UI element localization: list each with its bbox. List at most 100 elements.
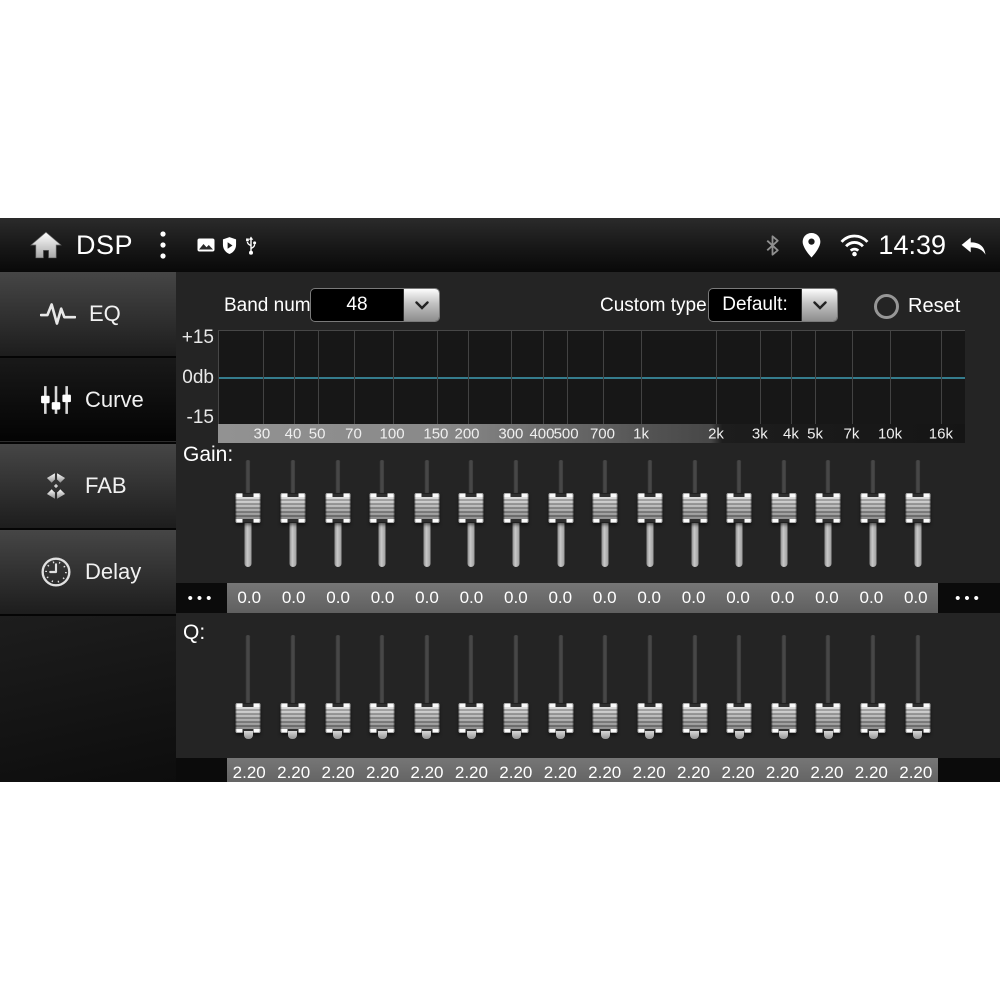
slider-thumb[interactable] [637, 493, 663, 523]
slider-track-upper[interactable] [379, 635, 386, 723]
gain-slider[interactable] [271, 460, 316, 567]
slider-thumb[interactable] [815, 703, 841, 733]
slider-track-upper[interactable] [646, 635, 653, 723]
gain-slider[interactable] [806, 460, 851, 567]
slider-track-upper[interactable] [825, 460, 832, 510]
slider-track-upper[interactable] [691, 460, 698, 510]
slider-track-upper[interactable] [780, 635, 787, 723]
q-slider[interactable] [806, 635, 851, 738]
slider-track-upper[interactable] [468, 635, 475, 723]
slider-thumb[interactable] [548, 703, 574, 733]
slider-thumb[interactable] [280, 493, 306, 523]
slider-track-lower[interactable] [691, 510, 699, 567]
gain-slider[interactable] [405, 460, 450, 567]
slider-track-lower[interactable] [244, 510, 252, 567]
slider-thumb[interactable] [726, 703, 752, 733]
q-slider[interactable] [895, 635, 940, 738]
slider-track-upper[interactable] [334, 460, 341, 510]
slider-track-lower[interactable] [735, 510, 743, 567]
gain-slider[interactable] [717, 460, 762, 567]
slider-track-upper[interactable] [914, 635, 921, 723]
sidebar-item-eq[interactable]: EQ [0, 272, 176, 358]
gain-slider[interactable] [315, 460, 360, 567]
q-slider[interactable] [449, 635, 494, 738]
slider-track-upper[interactable] [379, 460, 386, 510]
slider-track-upper[interactable] [245, 635, 252, 723]
slider-thumb[interactable] [235, 493, 261, 523]
slider-track-upper[interactable] [825, 635, 832, 723]
slider-thumb[interactable] [905, 703, 931, 733]
slider-track-upper[interactable] [468, 460, 475, 510]
q-slider[interactable] [762, 635, 807, 738]
slider-thumb[interactable] [860, 703, 886, 733]
slider-thumb[interactable] [682, 493, 708, 523]
slider-track-lower[interactable] [601, 510, 609, 567]
slider-thumb[interactable] [815, 493, 841, 523]
slider-track-lower[interactable] [467, 510, 475, 567]
slider-thumb[interactable] [771, 703, 797, 733]
gain-slider[interactable] [628, 460, 673, 567]
slider-track-upper[interactable] [334, 635, 341, 723]
slider-track-upper[interactable] [557, 460, 564, 510]
overflow-menu-icon[interactable] [159, 230, 167, 260]
slider-track-upper[interactable] [513, 460, 520, 510]
slider-thumb[interactable] [369, 493, 395, 523]
band-num-dropdown[interactable]: 48 [310, 288, 440, 322]
gain-slider[interactable] [449, 460, 494, 567]
slider-thumb[interactable] [771, 493, 797, 523]
slider-track-lower[interactable] [869, 510, 877, 567]
gain-slider[interactable] [538, 460, 583, 567]
slider-track-upper[interactable] [736, 460, 743, 510]
q-slider[interactable] [851, 635, 896, 738]
slider-thumb[interactable] [414, 703, 440, 733]
dropdown-button[interactable] [403, 289, 439, 321]
dropdown-button[interactable] [801, 289, 837, 321]
slider-track-lower[interactable] [780, 510, 788, 567]
gain-slider[interactable] [762, 460, 807, 567]
slider-track-upper[interactable] [736, 635, 743, 723]
home-icon[interactable] [30, 231, 62, 259]
slider-track-upper[interactable] [870, 460, 877, 510]
back-icon[interactable] [958, 233, 988, 258]
slider-track-lower[interactable] [512, 510, 520, 567]
slider-thumb[interactable] [280, 703, 306, 733]
slider-track-upper[interactable] [513, 635, 520, 723]
slider-thumb[interactable] [860, 493, 886, 523]
slider-track-upper[interactable] [914, 460, 921, 510]
q-slider[interactable] [494, 635, 539, 738]
q-slider[interactable] [628, 635, 673, 738]
slider-thumb[interactable] [414, 493, 440, 523]
q-slider[interactable] [315, 635, 360, 738]
gain-slider[interactable] [672, 460, 717, 567]
slider-track-lower[interactable] [914, 510, 922, 567]
slider-track-upper[interactable] [602, 460, 609, 510]
sidebar-item-fab[interactable]: FAB [0, 444, 176, 530]
q-slider[interactable] [226, 635, 271, 738]
slider-thumb[interactable] [235, 703, 261, 733]
gain-scroll-right-button[interactable]: ••• [938, 583, 1000, 613]
slider-track-upper[interactable] [289, 635, 296, 723]
slider-track-lower[interactable] [646, 510, 654, 567]
slider-thumb[interactable] [548, 493, 574, 523]
slider-track-lower[interactable] [824, 510, 832, 567]
q-slider[interactable] [360, 635, 405, 738]
q-slider[interactable] [672, 635, 717, 738]
slider-track-upper[interactable] [423, 635, 430, 723]
slider-track-upper[interactable] [780, 460, 787, 510]
slider-thumb[interactable] [325, 493, 351, 523]
slider-thumb[interactable] [325, 703, 351, 733]
slider-track-upper[interactable] [646, 460, 653, 510]
slider-thumb[interactable] [682, 703, 708, 733]
slider-thumb[interactable] [637, 703, 663, 733]
slider-track-lower[interactable] [334, 510, 342, 567]
slider-thumb[interactable] [458, 703, 484, 733]
slider-track-lower[interactable] [378, 510, 386, 567]
slider-track-upper[interactable] [557, 635, 564, 723]
sidebar-item-curve[interactable]: Curve [0, 358, 176, 444]
slider-thumb[interactable] [592, 493, 618, 523]
slider-track-lower[interactable] [423, 510, 431, 567]
slider-thumb[interactable] [503, 493, 529, 523]
sidebar-item-delay[interactable]: Delay [0, 530, 176, 616]
gain-slider[interactable] [494, 460, 539, 567]
slider-thumb[interactable] [592, 703, 618, 733]
